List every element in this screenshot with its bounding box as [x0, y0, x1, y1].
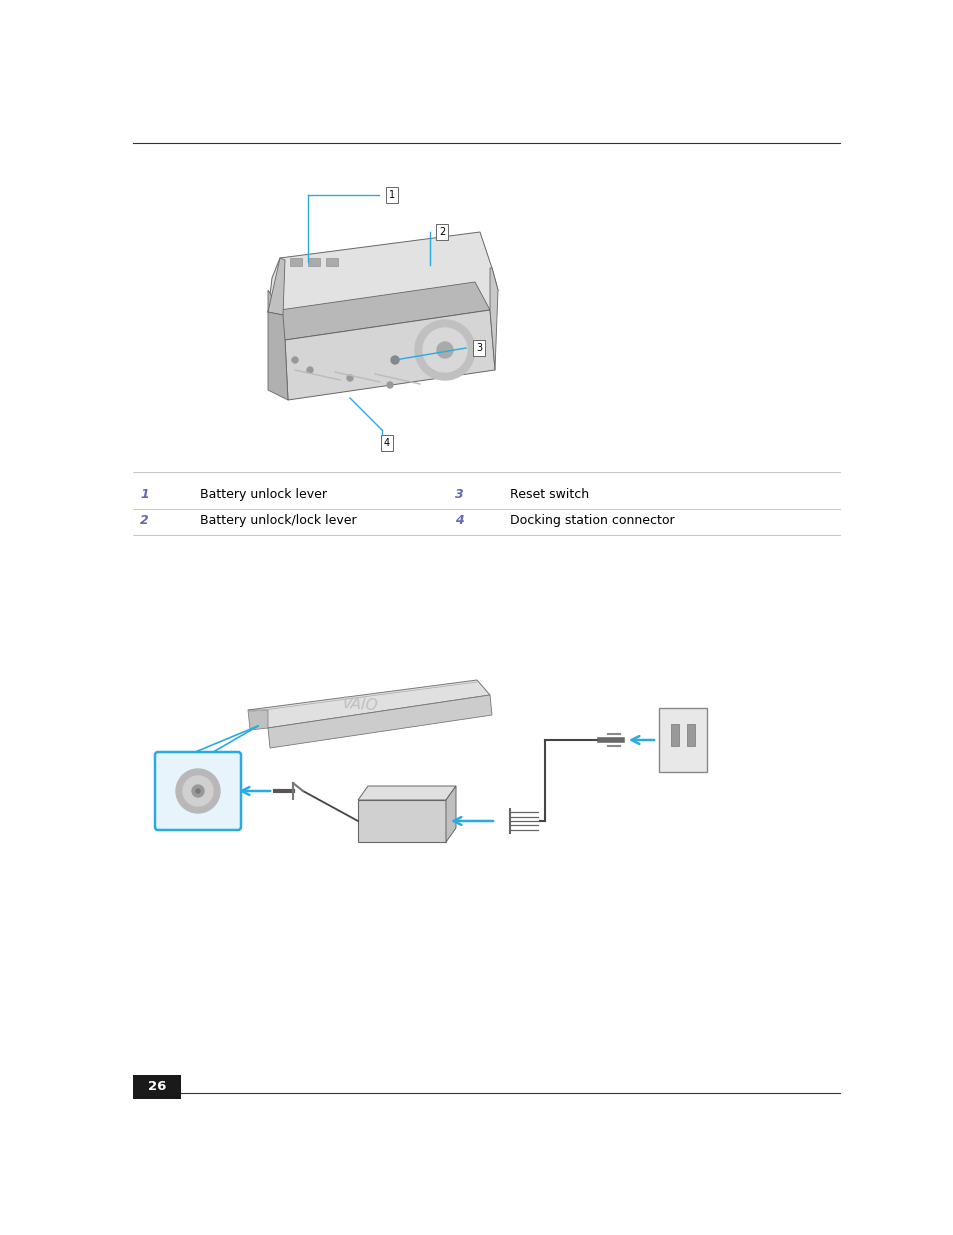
- Circle shape: [347, 375, 353, 382]
- Circle shape: [436, 342, 453, 358]
- Circle shape: [183, 776, 213, 806]
- Polygon shape: [285, 310, 495, 400]
- Polygon shape: [268, 258, 285, 315]
- Polygon shape: [268, 312, 288, 400]
- Bar: [659, 708, 706, 772]
- Circle shape: [195, 789, 200, 793]
- Text: 2: 2: [438, 227, 445, 237]
- Text: 2: 2: [140, 514, 149, 527]
- Text: 26: 26: [148, 1081, 166, 1093]
- Circle shape: [175, 769, 220, 813]
- Polygon shape: [268, 282, 490, 340]
- Text: Docking station connector: Docking station connector: [510, 514, 674, 527]
- Circle shape: [415, 320, 475, 380]
- Polygon shape: [357, 785, 456, 800]
- Text: 3: 3: [455, 488, 463, 501]
- Polygon shape: [490, 268, 497, 370]
- Bar: [326, 258, 337, 266]
- Bar: [290, 258, 302, 266]
- Polygon shape: [248, 680, 490, 727]
- FancyBboxPatch shape: [154, 752, 241, 830]
- Bar: [670, 724, 679, 746]
- Bar: [308, 258, 319, 266]
- Bar: [357, 800, 446, 842]
- Text: Battery unlock/lock lever: Battery unlock/lock lever: [200, 514, 356, 527]
- Circle shape: [391, 356, 398, 364]
- Text: Reset switch: Reset switch: [510, 488, 589, 501]
- Text: Battery unlock lever: Battery unlock lever: [200, 488, 327, 501]
- Circle shape: [422, 329, 467, 372]
- Text: 4: 4: [455, 514, 463, 527]
- Text: 1: 1: [140, 488, 149, 501]
- Text: VAIO: VAIO: [341, 697, 378, 714]
- Text: 4: 4: [384, 438, 390, 448]
- Text: 3: 3: [476, 343, 481, 353]
- Circle shape: [192, 785, 204, 797]
- Polygon shape: [248, 710, 268, 730]
- Polygon shape: [268, 232, 497, 340]
- Polygon shape: [446, 785, 456, 842]
- Circle shape: [387, 382, 393, 388]
- Bar: [686, 724, 695, 746]
- Circle shape: [307, 367, 313, 373]
- Bar: [132, 1074, 181, 1099]
- Circle shape: [292, 357, 297, 363]
- Text: 1: 1: [389, 190, 395, 200]
- Polygon shape: [268, 695, 492, 748]
